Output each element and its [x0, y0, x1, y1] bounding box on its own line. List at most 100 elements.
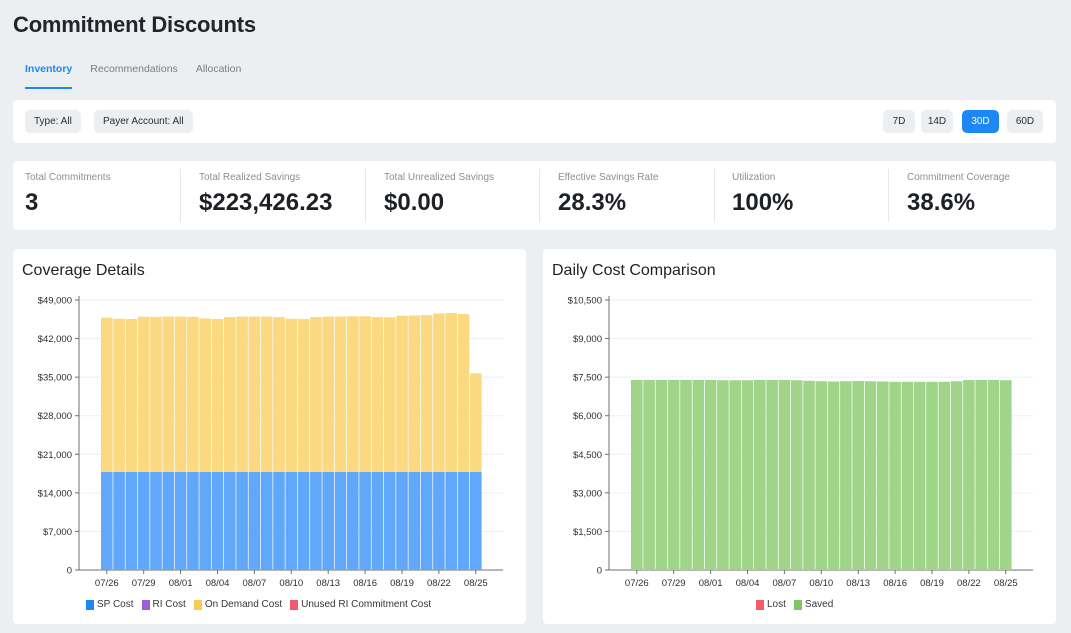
- bar-sp-cost: [113, 471, 125, 570]
- x-tick-label: 08/13: [316, 578, 340, 589]
- bar-saved: [827, 381, 840, 570]
- stat-label: Commitment Coverage: [907, 172, 1010, 183]
- bar-sp-cost: [457, 471, 470, 570]
- legend-item-ri-cost[interactable]: RI Cost: [141, 599, 186, 610]
- bar-on-demand-cost: [396, 315, 408, 472]
- bar-saved: [926, 381, 938, 570]
- bar-saved: [717, 380, 729, 570]
- bar-on-demand-cost: [101, 317, 113, 472]
- y-tick-label: $14,000: [38, 488, 72, 499]
- x-tick-label: 08/22: [427, 578, 451, 589]
- bar-sp-cost: [162, 471, 175, 570]
- bar-saved: [803, 380, 815, 570]
- bar-sp-cost: [273, 471, 285, 570]
- daily-cost-comparison-chart: 0 $1,500 $3,000 $4,500 $6,000 $7,500 $9,000 $10…: [568, 296, 1033, 589]
- bar-saved: [950, 381, 963, 570]
- legend-item-unused-ri-commitment-cost[interactable]: Unused RI Commitment Cost: [290, 599, 431, 610]
- bar-sp-cost: [408, 471, 421, 570]
- bar-on-demand-cost: [322, 316, 334, 472]
- legend-swatch: [290, 599, 299, 610]
- x-tick-label: 08/25: [994, 578, 1018, 589]
- stat-value: 38.6%: [907, 189, 976, 216]
- bar-sp-cost: [101, 471, 113, 570]
- y-tick-label: $28,000: [38, 411, 72, 422]
- stat-label: Total Realized Savings: [199, 172, 301, 183]
- payer-account-filter-button[interactable]: Payer Account: All: [94, 110, 193, 133]
- bar-sp-cost: [445, 471, 457, 570]
- legend-swatch: [141, 599, 150, 610]
- bar-sp-cost: [137, 471, 150, 570]
- legend-item-sp-cost[interactable]: SP Cost: [86, 599, 134, 610]
- divider: [888, 169, 889, 222]
- bar-on-demand-cost: [420, 315, 433, 472]
- bar-saved: [987, 379, 1000, 570]
- bar-saved: [852, 381, 864, 570]
- bar-on-demand-cost: [273, 317, 285, 472]
- legend-item-lost[interactable]: Lost: [756, 599, 786, 610]
- stat-label: Utilization: [732, 172, 776, 183]
- x-tick-label: 08/19: [920, 578, 944, 589]
- x-tick-label: 08/04: [206, 578, 230, 589]
- y-tick-label: 0: [597, 566, 602, 577]
- tab-recommendations[interactable]: Recommendations: [90, 63, 178, 75]
- x-tick-label: 08/19: [390, 578, 414, 589]
- range-14d-button[interactable]: 14D: [921, 110, 953, 133]
- tab-allocation[interactable]: Allocation: [195, 63, 242, 75]
- chart-title: Daily Cost Comparison: [552, 262, 716, 279]
- bar-saved: [877, 381, 889, 570]
- y-tick-label: $7,000: [43, 527, 72, 538]
- bar-sp-cost: [347, 471, 359, 570]
- legend-label: On Demand Cost: [204, 599, 283, 610]
- bar-sp-cost: [334, 471, 347, 570]
- bar-saved: [938, 381, 951, 570]
- y-tick-label: $3,000: [573, 488, 602, 499]
- filter-bar: Type: All Payer Account: All 7D 14D 30D …: [13, 100, 1056, 143]
- bar-sp-cost: [187, 471, 199, 570]
- legend-swatch: [193, 599, 202, 610]
- bar-sp-cost: [125, 471, 138, 570]
- bar-saved: [901, 381, 914, 570]
- bar-sp-cost: [297, 471, 310, 570]
- stat-label: Effective Savings Rate: [558, 172, 659, 183]
- x-tick-label: 07/29: [662, 578, 686, 589]
- y-tick-label: $21,000: [38, 450, 72, 461]
- bar-saved: [667, 379, 680, 570]
- y-tick-label: $42,000: [38, 334, 72, 345]
- bar-sp-cost: [150, 471, 162, 570]
- bar-on-demand-cost: [211, 319, 224, 472]
- legend-item-saved[interactable]: Saved: [793, 599, 833, 610]
- divider: [539, 169, 540, 222]
- bar-saved: [864, 381, 877, 570]
- divider: [180, 169, 181, 222]
- range-7d-button[interactable]: 7D: [883, 110, 915, 133]
- legend-swatch: [756, 599, 764, 610]
- bar-saved: [1000, 380, 1012, 570]
- stat-label: Total Commitments: [25, 172, 111, 183]
- x-tick-label: 07/26: [95, 578, 119, 589]
- bar-on-demand-cost: [150, 316, 162, 472]
- bar-saved: [815, 381, 828, 570]
- x-tick-label: 08/16: [353, 578, 377, 589]
- range-30d-button[interactable]: 30D: [962, 110, 999, 133]
- chart-legend: Lost Saved: [756, 599, 833, 610]
- x-tick-label: 07/26: [625, 578, 649, 589]
- bar-saved: [704, 379, 717, 570]
- bar-on-demand-cost: [113, 318, 125, 472]
- x-tick-label: 08/22: [957, 578, 981, 589]
- bar-saved: [655, 379, 668, 570]
- coverage-details-card: Coverage Details 0 $7,000 $14,000 $21,000 $2…: [13, 249, 526, 624]
- bar-on-demand-cost: [310, 317, 322, 472]
- type-filter-button[interactable]: Type: All: [25, 110, 81, 133]
- bar-saved: [643, 379, 655, 570]
- legend-item-on-demand-cost[interactable]: On Demand Cost: [193, 599, 283, 610]
- bar-on-demand-cost: [334, 316, 347, 472]
- y-tick-label: $9,000: [573, 334, 602, 345]
- range-60d-button[interactable]: 60D: [1007, 110, 1043, 133]
- bar-on-demand-cost: [457, 314, 470, 472]
- bar-sp-cost: [383, 471, 396, 570]
- x-tick-label: 08/07: [773, 578, 797, 589]
- bar-sp-cost: [433, 471, 445, 570]
- bar-saved: [975, 379, 987, 570]
- tab-inventory[interactable]: Inventory: [25, 63, 73, 89]
- bar-sp-cost: [420, 471, 433, 570]
